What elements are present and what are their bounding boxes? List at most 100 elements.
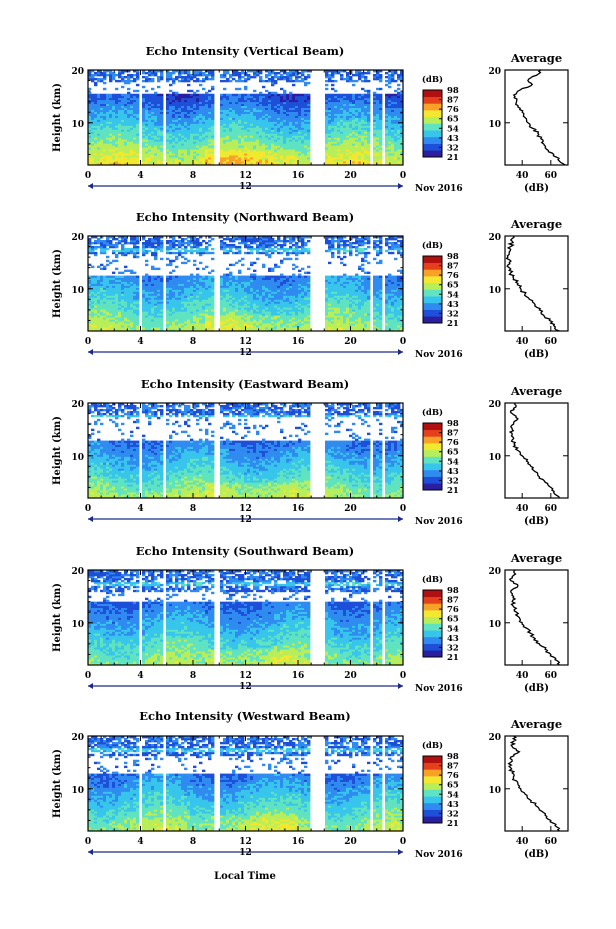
heatmap-cell — [148, 94, 151, 96]
heatmap-cell — [196, 78, 199, 80]
heatmap-cell — [223, 88, 226, 90]
heatmap-cell — [205, 74, 208, 76]
heatmap-cell — [289, 92, 292, 94]
heatmap-cell — [253, 94, 256, 96]
heatmap-cell — [145, 76, 148, 78]
profile-y-tick-label: 20 — [488, 67, 501, 77]
heatmap-cell — [343, 94, 346, 96]
heatmap-cell — [349, 76, 352, 78]
heatmap-cell — [202, 94, 205, 96]
heatmap-cell — [91, 74, 94, 76]
heatmap-cell — [142, 86, 145, 88]
heatmap-cell — [136, 94, 139, 96]
heatmap-cell — [226, 78, 229, 80]
heatmap-cell — [184, 94, 187, 96]
heatmap-cell — [223, 94, 226, 96]
heatmap-cell — [331, 84, 334, 86]
heatmap-cell — [235, 88, 238, 90]
heatmap-cell — [157, 76, 160, 78]
date-axis-arrow — [88, 183, 93, 189]
colorbar-tick-label: 32 — [447, 143, 459, 153]
profile-title: Average — [510, 51, 562, 65]
heatmap-cell — [130, 74, 133, 76]
heatmap-cell — [244, 78, 247, 80]
heatmap-cell — [130, 94, 133, 96]
heatmap-cell — [346, 72, 349, 74]
heatmap-cell — [397, 84, 400, 86]
heatmap-cell — [277, 72, 280, 74]
colorbar-segment — [423, 117, 442, 124]
heatmap-cell — [202, 72, 205, 74]
heatmap-cell — [94, 82, 97, 84]
heatmap-cell — [343, 78, 346, 80]
month-label: Nov 2016 — [415, 184, 463, 194]
heatmap-cell — [373, 92, 376, 94]
heatmap-cell — [298, 72, 301, 74]
date-label: 12 — [239, 182, 252, 192]
heatmap-cell — [124, 76, 127, 78]
heatmap-cell — [166, 94, 169, 96]
heatmap-cell — [220, 80, 223, 82]
colorbar-segment — [423, 90, 442, 97]
heatmap-cell — [268, 78, 271, 80]
heatmap-cell — [379, 88, 382, 90]
heatmap-cell — [268, 92, 271, 94]
heatmap-cell — [193, 80, 196, 82]
profile-frame — [505, 70, 568, 165]
heatmap-cell — [292, 80, 295, 82]
heatmap-cell — [145, 94, 148, 96]
heatmap-cell — [106, 74, 109, 76]
heatmap-cell — [373, 74, 376, 76]
colorbar-tick-label: 87 — [447, 96, 459, 106]
x-tick-label: 0 — [400, 171, 406, 181]
heatmap-cell — [127, 88, 130, 90]
heatmap-cell — [169, 72, 172, 74]
heatmap-cell — [127, 74, 130, 76]
heatmap-cell — [331, 94, 334, 96]
heatmap-cell — [100, 72, 103, 74]
heatmap-cell — [340, 94, 343, 96]
heatmap-cell — [283, 76, 286, 78]
x-tick-label: 16 — [292, 171, 305, 181]
heatmap-cell — [241, 76, 244, 78]
heatmap-cell — [202, 88, 205, 90]
heatmap-cell — [142, 80, 145, 82]
heatmap-cell — [133, 74, 136, 76]
profile-x-label: (dB) — [524, 183, 549, 194]
heatmap-cell — [235, 94, 238, 96]
heatmap-cell — [181, 94, 184, 96]
heatmap-cell — [112, 94, 115, 96]
heatmap-cell — [136, 84, 139, 86]
x-tick-label: 12 — [239, 171, 252, 181]
heatmap-cell — [367, 80, 370, 82]
heatmap-cell — [94, 94, 97, 96]
profile-x-tick-label: 40 — [516, 171, 529, 181]
heatmap-cell — [172, 78, 175, 80]
heatmap-cell — [187, 84, 190, 86]
heatmap-cell — [244, 94, 247, 96]
heatmap-cell — [394, 94, 397, 96]
heatmap-cell — [397, 74, 400, 76]
heatmap-cell — [208, 90, 211, 92]
heatmap-cell — [397, 88, 400, 90]
heatmap-cell — [376, 94, 379, 96]
heatmap-cell — [229, 74, 232, 76]
colorbar-tick-label: 76 — [447, 105, 459, 115]
panel-title: Echo Intensity (Vertical Beam) — [146, 44, 345, 58]
heatmap-cell — [94, 72, 97, 74]
heatmap-cell — [151, 88, 154, 90]
heatmap-cell — [385, 94, 388, 96]
heatmap-cell — [97, 78, 100, 80]
x-tick-label: 8 — [190, 171, 196, 181]
heatmap-cell — [235, 80, 238, 82]
heatmap-cell — [388, 86, 391, 88]
heatmap-cell — [178, 94, 181, 96]
heatmap-cell — [133, 90, 136, 92]
heatmap-cell — [292, 94, 295, 96]
heatmap-cell — [262, 86, 265, 88]
heatmap-cell — [334, 94, 337, 96]
x-tick-label: 20 — [344, 171, 357, 181]
heatmap-cell — [262, 80, 265, 82]
heatmap-cell — [229, 94, 232, 96]
